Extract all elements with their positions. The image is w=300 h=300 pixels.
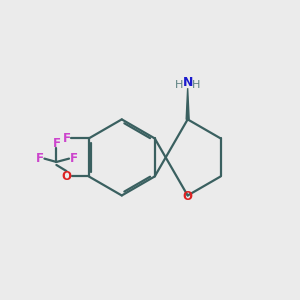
Text: F: F: [52, 136, 60, 149]
Text: F: F: [62, 132, 70, 145]
Text: N: N: [182, 76, 193, 89]
Polygon shape: [186, 88, 189, 119]
Text: O: O: [61, 170, 71, 183]
Text: F: F: [70, 152, 78, 165]
Text: H: H: [175, 80, 184, 90]
Text: F: F: [36, 152, 44, 165]
Text: H: H: [192, 80, 200, 90]
Text: O: O: [183, 190, 193, 202]
